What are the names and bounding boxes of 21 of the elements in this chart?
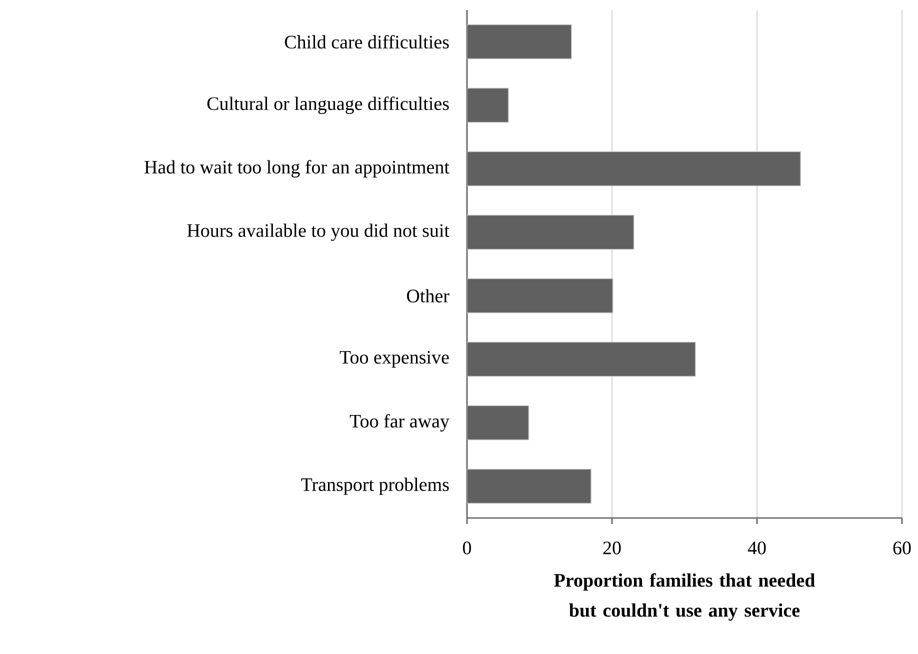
x-tick-label: 0	[462, 542, 472, 554]
bar	[467, 214, 634, 250]
y-tick-label: Too expensive	[340, 350, 449, 368]
y-tick-label: Too far away	[350, 414, 450, 432]
y-tick-label: Hours available to you did not suit	[187, 224, 450, 241]
x-tick-label: 60	[893, 542, 911, 554]
y-tick-label: Cultural or language difficulties	[207, 96, 449, 114]
bar	[467, 88, 509, 123]
x-tick-label: 20	[603, 542, 621, 554]
x-axis-title: Proportion families that needed but couldn't use any service	[554, 573, 815, 621]
x-tick-label: 40	[748, 542, 766, 554]
y-tick-label: Transport problems	[301, 478, 449, 495]
bar	[467, 24, 572, 60]
bar	[467, 405, 530, 440]
bar	[467, 151, 801, 186]
bar	[467, 342, 696, 377]
y-tick-label: Other	[406, 289, 450, 302]
bar	[467, 468, 592, 504]
bar	[467, 278, 614, 314]
y-tick-label: Had to wait too long for an appointment	[144, 160, 450, 178]
y-tick-label: Child care difficulties	[284, 34, 449, 49]
